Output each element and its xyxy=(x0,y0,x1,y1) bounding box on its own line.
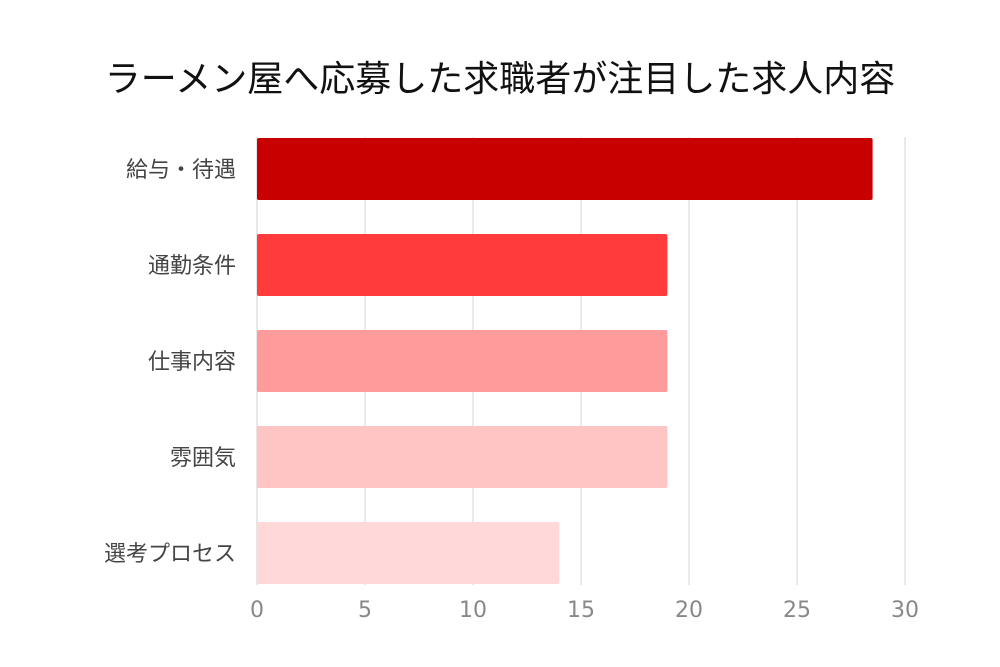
bar-2 xyxy=(257,234,668,296)
category-label: 給与・待遇 xyxy=(126,158,236,183)
bar-5 xyxy=(257,522,560,584)
bar-4 xyxy=(257,426,668,488)
category-label: 仕事内容 xyxy=(148,350,236,375)
bars xyxy=(257,138,873,584)
bar-3 xyxy=(257,330,668,392)
chart-title: ラーメン屋へ応募した求職者が注目した求人内容 xyxy=(104,59,896,100)
category-label: 選考プロセス xyxy=(104,542,236,567)
x-tick-label: 30 xyxy=(891,598,919,623)
x-tick-label: 0 xyxy=(250,598,264,623)
x-tick-label: 25 xyxy=(783,598,811,623)
x-tick-label: 20 xyxy=(675,598,703,623)
category-label: 雰囲気 xyxy=(170,446,236,471)
x-tick-label: 5 xyxy=(358,598,372,623)
bar-1 xyxy=(257,138,873,200)
x-tick-labels: 0 5 10 15 20 25 30 xyxy=(250,598,919,623)
category-label: 通勤条件 xyxy=(148,254,236,279)
x-tick-label: 15 xyxy=(567,598,595,623)
x-tick-label: 10 xyxy=(459,598,487,623)
